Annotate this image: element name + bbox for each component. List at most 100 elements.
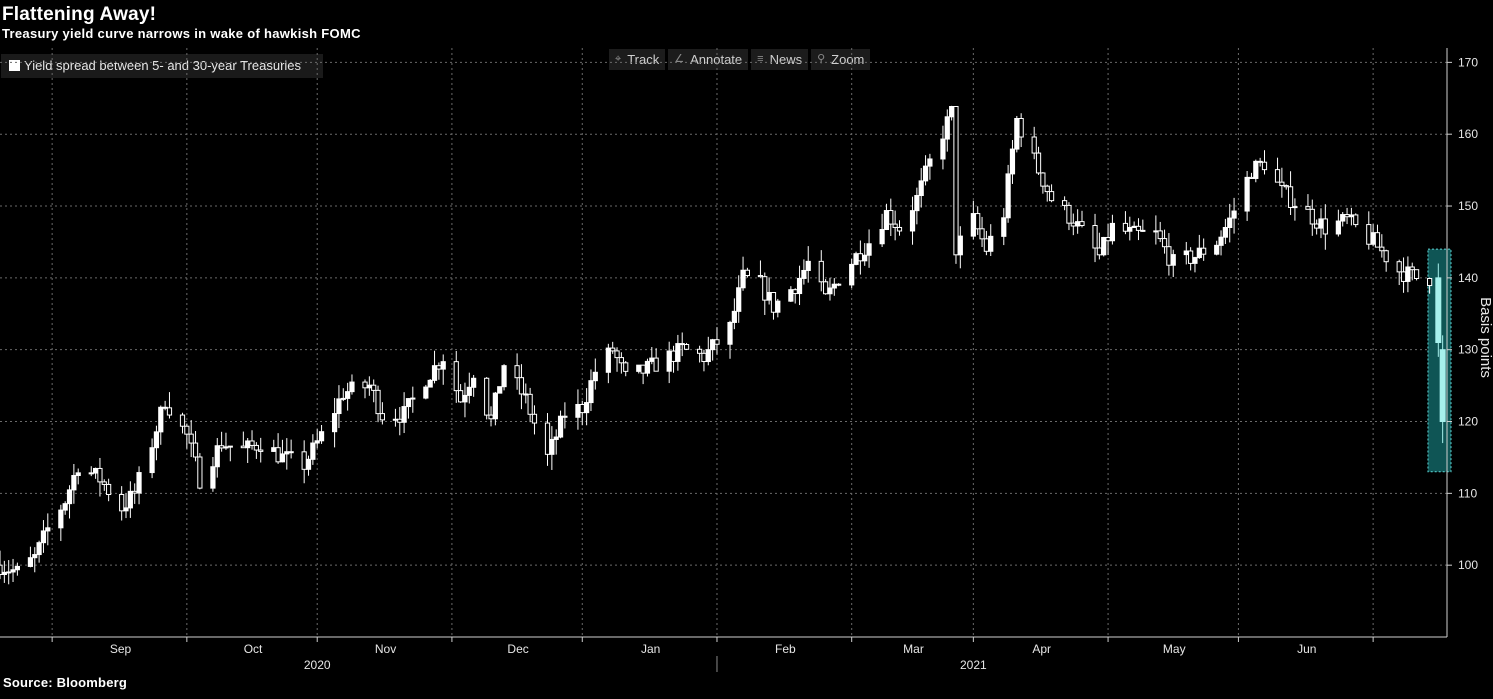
candle-body bbox=[975, 213, 981, 230]
candle-body bbox=[888, 210, 894, 225]
legend-swatch bbox=[9, 60, 20, 71]
candle-body bbox=[544, 422, 551, 455]
candle-body bbox=[714, 339, 720, 345]
year-label: 2021 bbox=[960, 658, 987, 672]
y-tick-label: 150 bbox=[1458, 199, 1478, 213]
candle-body bbox=[744, 269, 750, 277]
candle-body bbox=[1214, 244, 1220, 255]
candle-body bbox=[1379, 246, 1385, 252]
candle-body bbox=[1105, 236, 1111, 242]
zoom-button[interactable]: ⚲ Zoom bbox=[811, 49, 871, 70]
candle-body bbox=[253, 444, 259, 451]
candle-body bbox=[1274, 169, 1281, 183]
candle-body bbox=[1079, 221, 1085, 227]
highlight-candle-body bbox=[1435, 277, 1442, 344]
candle-body bbox=[210, 466, 216, 489]
candle-body bbox=[471, 377, 477, 388]
legend[interactable]: Yield spread between 5- and 30-year Trea… bbox=[1, 54, 323, 78]
candle-body bbox=[345, 391, 351, 399]
candle-body bbox=[983, 238, 989, 252]
candle-body bbox=[853, 253, 859, 265]
candle-body bbox=[879, 229, 885, 245]
annotate-button[interactable]: ∠ Annotate bbox=[668, 49, 749, 70]
candle-body bbox=[462, 394, 468, 403]
candle-body bbox=[1005, 173, 1011, 219]
candle-body bbox=[336, 398, 342, 415]
track-label: Track bbox=[627, 52, 660, 67]
candle-body bbox=[40, 530, 47, 544]
candle-body bbox=[179, 414, 186, 427]
candle-body bbox=[1009, 148, 1016, 175]
candle-body bbox=[349, 381, 355, 393]
candle-body bbox=[1183, 250, 1189, 256]
candle-body bbox=[366, 384, 372, 389]
candle-body bbox=[501, 365, 507, 388]
candle-body bbox=[1201, 247, 1207, 255]
candle-body bbox=[92, 467, 99, 474]
x-tick-label: Dec bbox=[507, 642, 528, 656]
candle-body bbox=[866, 243, 872, 256]
track-button[interactable]: ⌖ Track bbox=[609, 49, 666, 70]
candle-body bbox=[132, 490, 138, 494]
candle-body bbox=[644, 360, 651, 374]
candle-body bbox=[1075, 221, 1081, 227]
candle-body bbox=[453, 361, 459, 392]
candle-body bbox=[1092, 225, 1098, 249]
candle-body bbox=[1374, 232, 1381, 248]
candle-body bbox=[918, 180, 924, 197]
candle-body bbox=[166, 407, 173, 416]
x-tick-label: Nov bbox=[375, 642, 396, 656]
legend-label: Yield spread between 5- and 30-year Trea… bbox=[24, 58, 302, 73]
candle-body bbox=[153, 431, 160, 449]
candle-body bbox=[770, 291, 777, 313]
candle-body bbox=[314, 440, 320, 444]
candle-body bbox=[970, 213, 976, 237]
candle-body bbox=[892, 223, 898, 228]
candle-body bbox=[670, 350, 677, 362]
candle-body bbox=[792, 289, 798, 295]
candle-body bbox=[379, 413, 385, 421]
candle-body bbox=[27, 557, 34, 567]
candle-body bbox=[549, 438, 555, 455]
candle-body bbox=[1279, 181, 1285, 187]
y-tick-label: 130 bbox=[1458, 343, 1478, 357]
candle-body bbox=[857, 253, 863, 262]
candle-body bbox=[227, 445, 233, 448]
candle-body bbox=[436, 365, 442, 370]
candle-body bbox=[883, 210, 890, 231]
annotate-label: Annotate bbox=[690, 52, 743, 67]
candle-body bbox=[331, 413, 338, 433]
candle-body bbox=[1131, 225, 1137, 228]
candle-body bbox=[579, 403, 585, 414]
pencil-icon: ∠ bbox=[674, 53, 685, 65]
candle-body bbox=[592, 371, 598, 382]
news-button[interactable]: ≡ News bbox=[751, 49, 809, 70]
candle-body bbox=[1253, 160, 1259, 179]
candle-body bbox=[58, 509, 64, 529]
candle-body bbox=[318, 431, 325, 442]
candle-body bbox=[1409, 266, 1415, 271]
candle-body bbox=[1161, 238, 1168, 248]
candle-body bbox=[827, 287, 833, 295]
candle-body bbox=[640, 364, 646, 374]
candle-body bbox=[1335, 220, 1341, 235]
x-tick-label: Jun bbox=[1297, 642, 1316, 656]
candle-body bbox=[653, 357, 659, 372]
zoom-label: Zoom bbox=[831, 52, 865, 67]
candle-body bbox=[666, 350, 672, 372]
candle-body bbox=[75, 472, 81, 477]
candle-body bbox=[88, 472, 94, 475]
candle-body bbox=[362, 381, 368, 389]
candle-body bbox=[101, 481, 107, 485]
candle-body bbox=[1348, 214, 1355, 218]
x-tick-label: Mar bbox=[903, 642, 924, 656]
y-tick-label: 170 bbox=[1458, 55, 1478, 69]
candle-body bbox=[766, 291, 772, 301]
x-tick-label: Jan bbox=[641, 642, 660, 656]
candle-body bbox=[796, 277, 803, 295]
candle-body bbox=[762, 276, 768, 301]
candle-body bbox=[45, 527, 51, 532]
candle-body bbox=[488, 414, 494, 420]
candle-body bbox=[944, 116, 950, 140]
